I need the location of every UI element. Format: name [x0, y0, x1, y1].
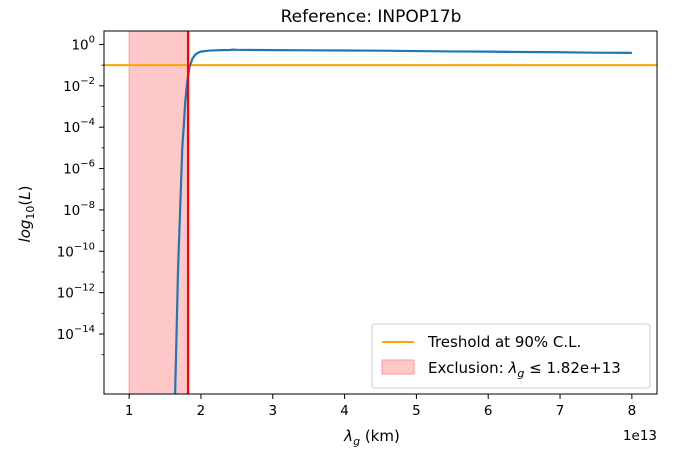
y-tick-label: 10−12 — [57, 283, 95, 302]
plot-frame — [103, 30, 658, 395]
y-tick-label: 10−2 — [63, 76, 95, 95]
y-axis-label: log10(L) — [16, 186, 37, 243]
legend: Treshold at 90% C.L. Exclusion: λg ≤ 1.82… — [371, 323, 651, 389]
x-tick-label: 1 — [125, 403, 134, 419]
likelihood-curve — [174, 48, 632, 395]
y-tick-label: 10−10 — [57, 241, 95, 260]
x-tick-label: 5 — [412, 403, 421, 419]
legend-threshold-label: Treshold at 90% C.L. — [427, 333, 581, 351]
x-tick-label: 4 — [340, 403, 349, 419]
y-tick-label: 10−8 — [63, 200, 95, 219]
x-tick-label: 7 — [556, 403, 565, 419]
y-tick-label: 10−6 — [63, 159, 95, 178]
x-axis-label: λg (km) — [343, 427, 400, 448]
x-axis-offset-label: 1e13 — [623, 428, 657, 444]
x-tick-label: 6 — [484, 403, 493, 419]
y-tick-label: 10−4 — [63, 117, 95, 136]
legend-exclusion-swatch — [381, 359, 415, 375]
y-tick-label: 100 — [71, 34, 95, 53]
x-tick-label: 3 — [268, 403, 277, 419]
legend-exclusion-label: Exclusion: λg ≤ 1.82e+13 — [428, 359, 621, 380]
legend-box — [371, 323, 651, 389]
x-tick-label: 8 — [628, 403, 637, 419]
chart-title: Reference: INPOP17b — [281, 7, 462, 27]
exclusion-region — [128, 30, 189, 395]
y-tick-label: 10−14 — [57, 324, 95, 343]
x-tick-label: 2 — [197, 403, 206, 419]
